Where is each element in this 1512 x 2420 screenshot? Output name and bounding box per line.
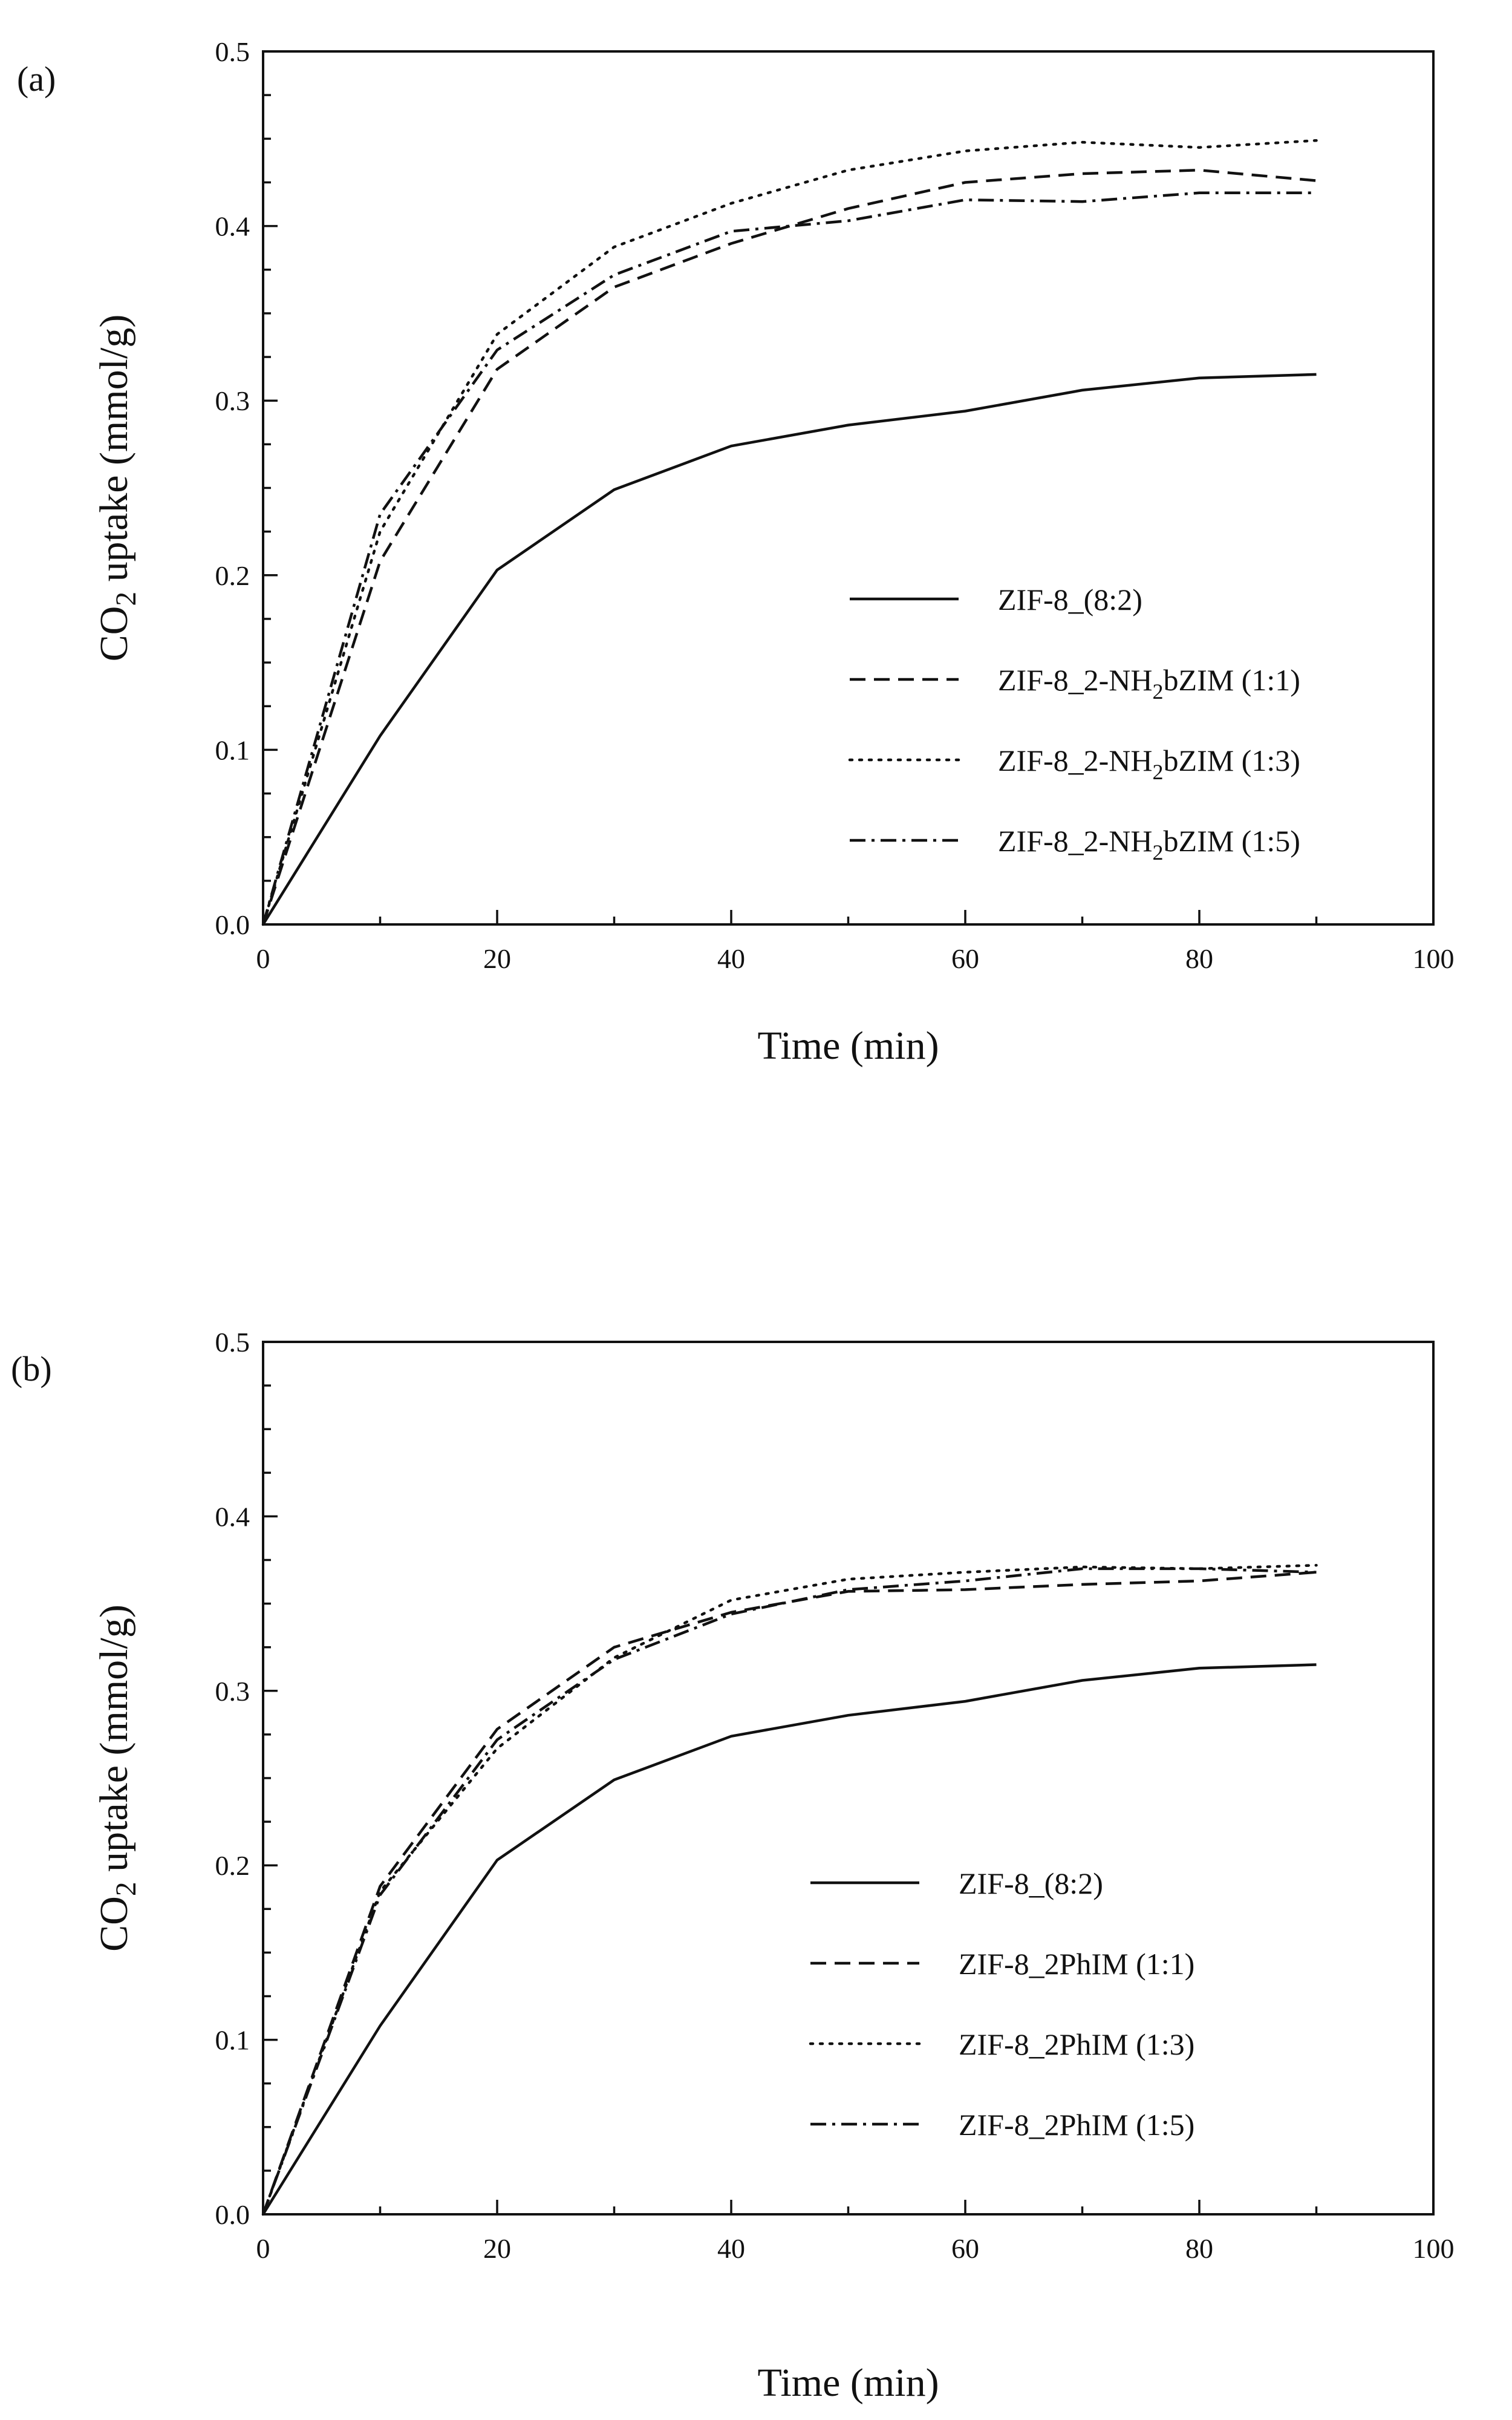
y-tick-label: 0.4 — [215, 1501, 250, 1532]
series-line-solid — [262, 1663, 1317, 2216]
y-axis-title: CO2 uptake (mmol/g) — [92, 1604, 142, 1952]
legend-label: ZIF-8_2-NH2bZIM (1:1) — [998, 663, 1300, 704]
y-tick-label: 0.2 — [215, 560, 250, 591]
series-line-solid — [262, 373, 1317, 926]
legend-label: ZIF-8_2PhIM (1:3) — [959, 2027, 1194, 2061]
legend-label: ZIF-8_2-NH2bZIM (1:5) — [998, 824, 1300, 865]
y-tick-label: 0.1 — [215, 2025, 250, 2056]
legend-label: ZIF-8_(8:2) — [998, 583, 1142, 616]
y-tick-label: 0.4 — [215, 211, 250, 242]
y-tick-label: 0.0 — [215, 2199, 250, 2230]
x-axis-title: Time (min) — [757, 2361, 939, 2405]
legend-label: ZIF-8_2PhIM (1:1) — [959, 1947, 1194, 1981]
x-tick-label: 40 — [717, 943, 745, 974]
series-line-dashdot — [261, 1567, 1317, 2215]
legend-label: ZIF-8_(8:2) — [959, 1866, 1103, 1900]
panel-label: (a) — [17, 59, 56, 99]
series-line-dashed — [261, 168, 1317, 925]
y-tick-label: 0.3 — [215, 1676, 250, 1707]
y-axis-title: CO2 uptake (mmol/g) — [92, 315, 142, 662]
chart-panel-a: (a) 0 20 40 60 80 100 0.0 0.1 0.2 0.3 0.4 0.5 Time (m… — [17, 36, 1455, 1068]
x-tick-label: 80 — [1185, 943, 1213, 974]
x-tick-label: 0 — [256, 2233, 270, 2264]
series-line-dashdot — [261, 191, 1317, 925]
x-tick-label: 100 — [1413, 943, 1455, 974]
x-tick-label: 20 — [483, 943, 511, 974]
y-tick-label: 0.1 — [215, 734, 250, 765]
y-tick-label: 0.2 — [215, 1850, 250, 1881]
x-tick-label: 80 — [1185, 2233, 1213, 2264]
y-tick-label: 0.5 — [215, 1327, 250, 1358]
x-axis-title: Time (min) — [757, 1024, 939, 1068]
chart-panel-b: (b) 0 20 40 60 80 100 0.0 0.1 0.2 0.3 0.4 0.5 Time (m… — [11, 1327, 1455, 2405]
series-line-dashed — [261, 1571, 1317, 2215]
x-tick-label: 100 — [1413, 2233, 1455, 2264]
x-tick-label: 0 — [256, 943, 270, 974]
x-tick-label: 60 — [951, 2233, 979, 2264]
x-tick-label: 60 — [951, 943, 979, 974]
x-tick-label: 40 — [717, 2233, 745, 2264]
legend-label: ZIF-8_2-NH2bZIM (1:3) — [998, 744, 1300, 784]
y-tick-label: 0.0 — [215, 909, 250, 940]
y-tick-label: 0.5 — [215, 36, 250, 67]
panel-label: (b) — [11, 1349, 52, 1388]
legend-label: ZIF-8_2PhIM (1:5) — [959, 2108, 1194, 2142]
y-tick-label: 0.3 — [215, 385, 250, 416]
x-tick-label: 20 — [483, 2233, 511, 2264]
